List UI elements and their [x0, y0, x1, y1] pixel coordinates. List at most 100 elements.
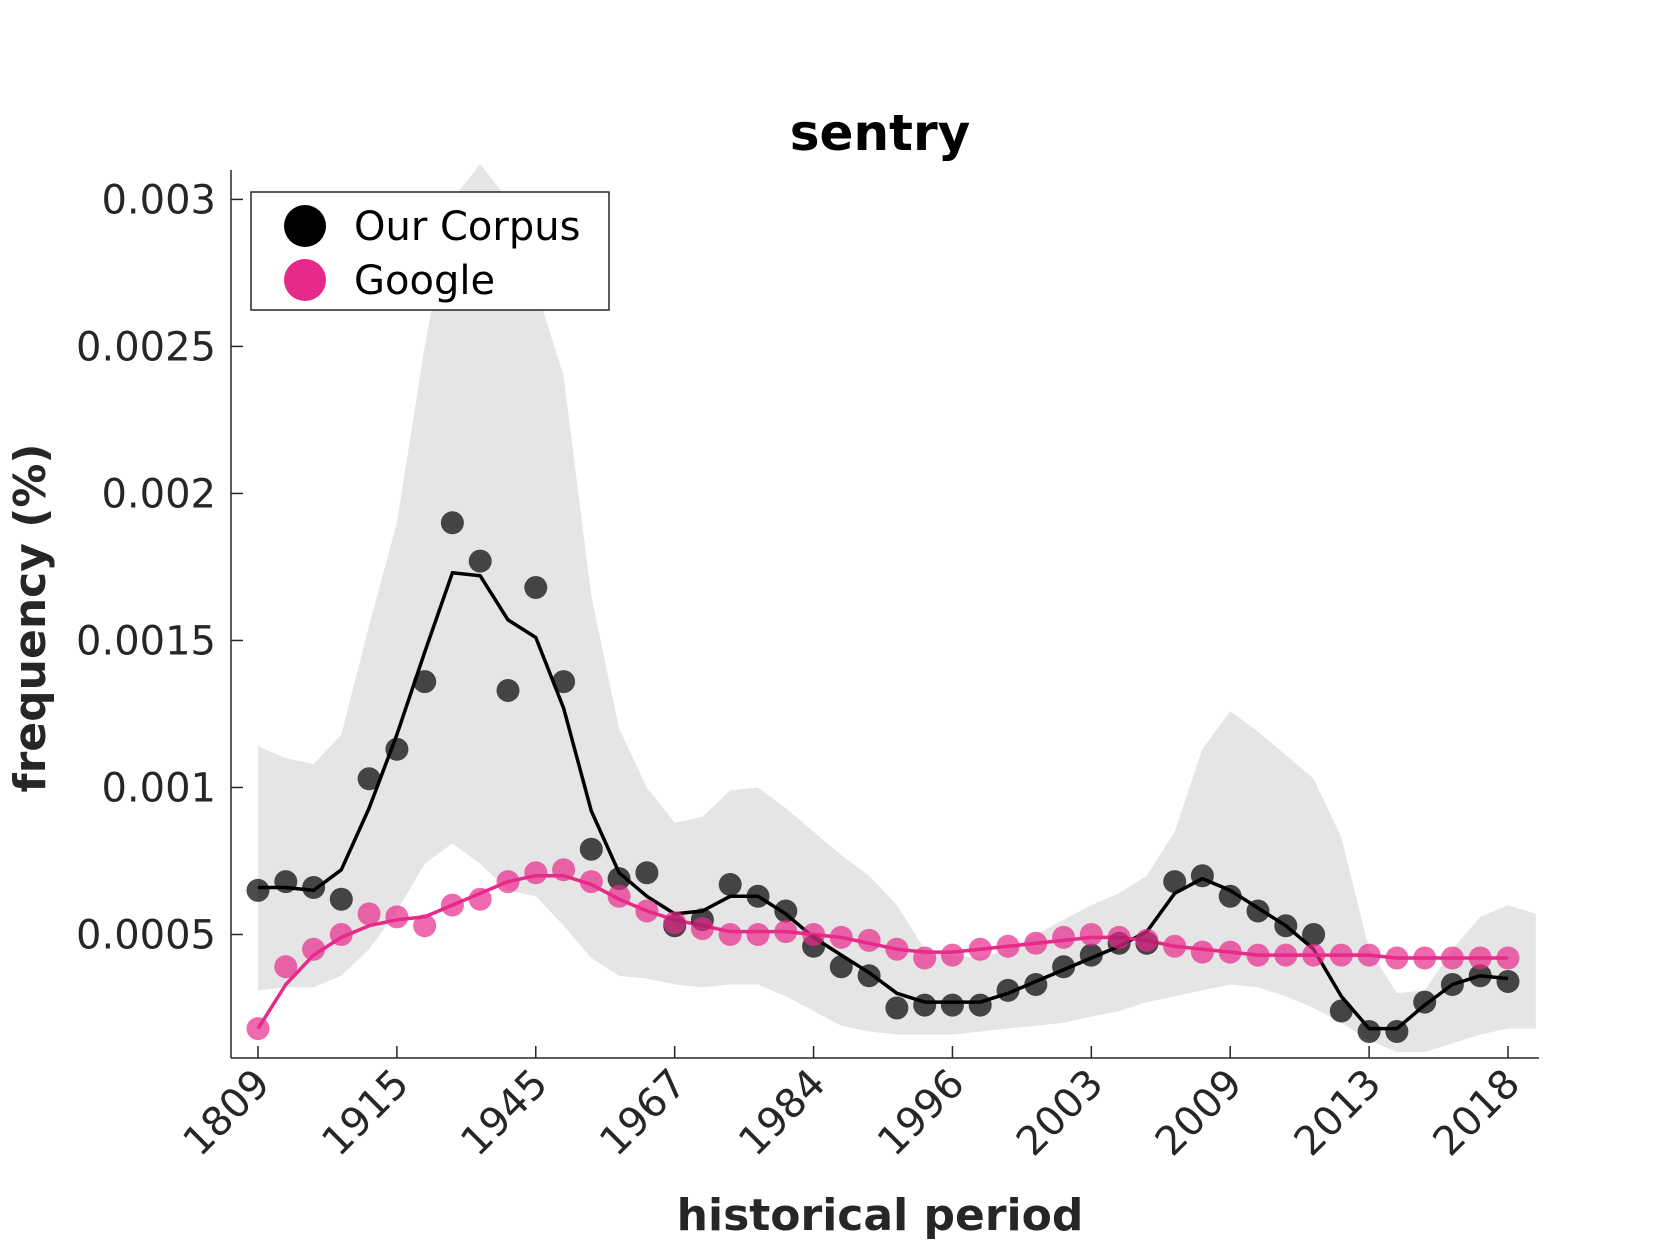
our-corpus-point	[607, 867, 631, 891]
our-corpus-point	[968, 993, 992, 1017]
google-point	[1413, 946, 1437, 970]
legend-label-google: Google	[354, 258, 495, 304]
google-point	[968, 937, 992, 961]
google-point	[1302, 943, 1326, 967]
our-corpus-point	[885, 996, 909, 1020]
google-point	[385, 905, 409, 929]
google-point	[1496, 946, 1520, 970]
our-corpus-point	[1163, 870, 1187, 894]
google-point	[552, 858, 576, 882]
x-tick-label: 1984	[730, 1061, 835, 1166]
google-point	[357, 902, 381, 926]
google-point	[1468, 946, 1492, 970]
our-corpus-point	[274, 870, 298, 894]
our-corpus-point	[1385, 1020, 1409, 1043]
google-point	[1385, 946, 1409, 970]
y-tick-label: 0.0025	[76, 324, 216, 370]
our-corpus-point	[1440, 973, 1464, 996]
google-point	[607, 884, 631, 908]
google-point	[579, 870, 603, 894]
google-point	[746, 923, 770, 946]
our-corpus-point	[440, 511, 464, 535]
google-point	[663, 911, 687, 935]
google-point	[774, 920, 798, 944]
our-corpus-point	[1496, 970, 1520, 993]
our-corpus-point	[718, 873, 742, 896]
google-points-layer	[246, 858, 1520, 1041]
google-point	[1107, 925, 1131, 949]
google-point	[1079, 923, 1103, 946]
x-axis-label: historical period	[677, 1190, 1084, 1241]
y-tick-label: 0.001	[101, 765, 216, 811]
google-point	[857, 928, 881, 952]
our-corpus-point	[1413, 990, 1437, 1014]
x-tick-label: 1915	[313, 1061, 418, 1166]
axes	[230, 170, 1539, 1059]
our-corpus-point	[996, 978, 1020, 1002]
our-corpus-point	[1246, 899, 1270, 923]
google-point	[302, 937, 326, 961]
y-tick-labels: 0.0005 0.001 0.0015 0.002 0.0025 0.003	[76, 177, 216, 958]
google-trend-line	[256, 873, 1508, 1030]
google-point	[940, 943, 964, 967]
legend: Our Corpus Google	[250, 191, 610, 311]
google-point	[1440, 946, 1464, 970]
our-corpus-point	[1052, 955, 1076, 979]
our-corpus-point	[579, 837, 603, 861]
google-line-layer	[256, 873, 1508, 1030]
x-tick-label: 1809	[175, 1061, 280, 1166]
our-corpus-point	[413, 670, 437, 694]
google-point	[274, 955, 298, 979]
x-tick-labels: 1809 1915 1945 1967 1984 1996 2003 2009 2013 2018	[175, 1061, 1530, 1166]
x-tick-label: 2009	[1147, 1061, 1252, 1166]
y-tick-label: 0.003	[101, 177, 216, 223]
google-point	[802, 923, 826, 946]
y-tick-label: 0.0015	[76, 618, 216, 664]
google-point	[718, 923, 742, 946]
confidence-band-layer	[258, 164, 1536, 1053]
google-point	[496, 870, 520, 894]
x-tick-label: 1967	[591, 1061, 696, 1166]
y-tick-label: 0.0005	[76, 913, 216, 959]
google-point	[690, 917, 714, 941]
google-point	[468, 887, 492, 911]
legend-label-our-corpus: Our Corpus	[354, 204, 580, 250]
x-tick-label: 1945	[452, 1061, 557, 1166]
google-point	[1135, 928, 1159, 952]
our-corpus-point	[1357, 1020, 1381, 1043]
google-point	[329, 923, 353, 946]
our-corpus-point	[774, 899, 798, 923]
our-corpus-point	[496, 679, 520, 702]
our-corpus-point	[524, 576, 548, 599]
google-point	[1329, 943, 1353, 967]
google-point	[1357, 943, 1381, 967]
legend-marker-our-corpus	[284, 205, 326, 247]
google-point	[1274, 943, 1298, 967]
google-point	[1218, 940, 1242, 964]
our-corpus-point	[1274, 914, 1298, 938]
our-corpus-point	[1024, 973, 1048, 996]
google-point	[885, 937, 909, 961]
our-corpus-point	[357, 767, 381, 791]
legend-marker-google	[284, 259, 326, 301]
google-point	[913, 946, 937, 970]
our-corpus-point	[1190, 864, 1214, 888]
google-point	[524, 861, 548, 885]
our-corpus-point	[1218, 884, 1242, 908]
our-corpus-point	[552, 670, 576, 694]
our-corpus-point	[302, 876, 326, 899]
confidence-band	[258, 164, 1536, 1053]
our-corpus-point	[829, 955, 853, 979]
google-point	[413, 914, 437, 938]
google-point	[440, 893, 464, 917]
our-corpus-point	[1302, 923, 1326, 946]
our-corpus-point	[746, 884, 770, 908]
our-corpus-point	[1329, 999, 1353, 1023]
y-axis-label: frequency (%)	[5, 443, 56, 792]
our-corpus-point	[913, 993, 937, 1017]
google-point	[829, 925, 853, 949]
google-point	[1190, 940, 1214, 964]
google-point	[246, 1017, 270, 1041]
google-point	[996, 934, 1020, 958]
